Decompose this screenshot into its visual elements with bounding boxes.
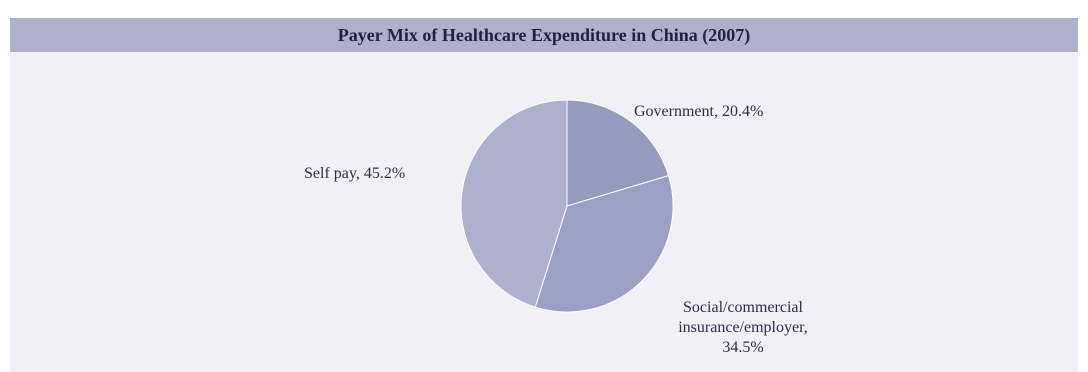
slice-label-social-commercial-insurance-employer: Social/commercial insurance/employer, 34.5… <box>678 299 808 356</box>
pie-chart: Government, 20.4% Social/commercial insura… <box>304 99 808 356</box>
slice-label-self-pay: Self pay, 45.2% <box>304 165 405 182</box>
chart-title: Payer Mix of Healthcare Expenditure in C… <box>337 24 751 45</box>
pie-slice-government <box>566 99 670 207</box>
slice-label-government: Government, 20.4% <box>634 103 763 120</box>
pie-slice-social-commercial-insurance-employer <box>534 175 674 313</box>
chart-panel: Payer Mix of Healthcare Expenditure in C… <box>10 18 1078 372</box>
title-bar: Payer Mix of Healthcare Expenditure in C… <box>10 18 1078 52</box>
pie-slice-self-pay <box>460 99 568 308</box>
